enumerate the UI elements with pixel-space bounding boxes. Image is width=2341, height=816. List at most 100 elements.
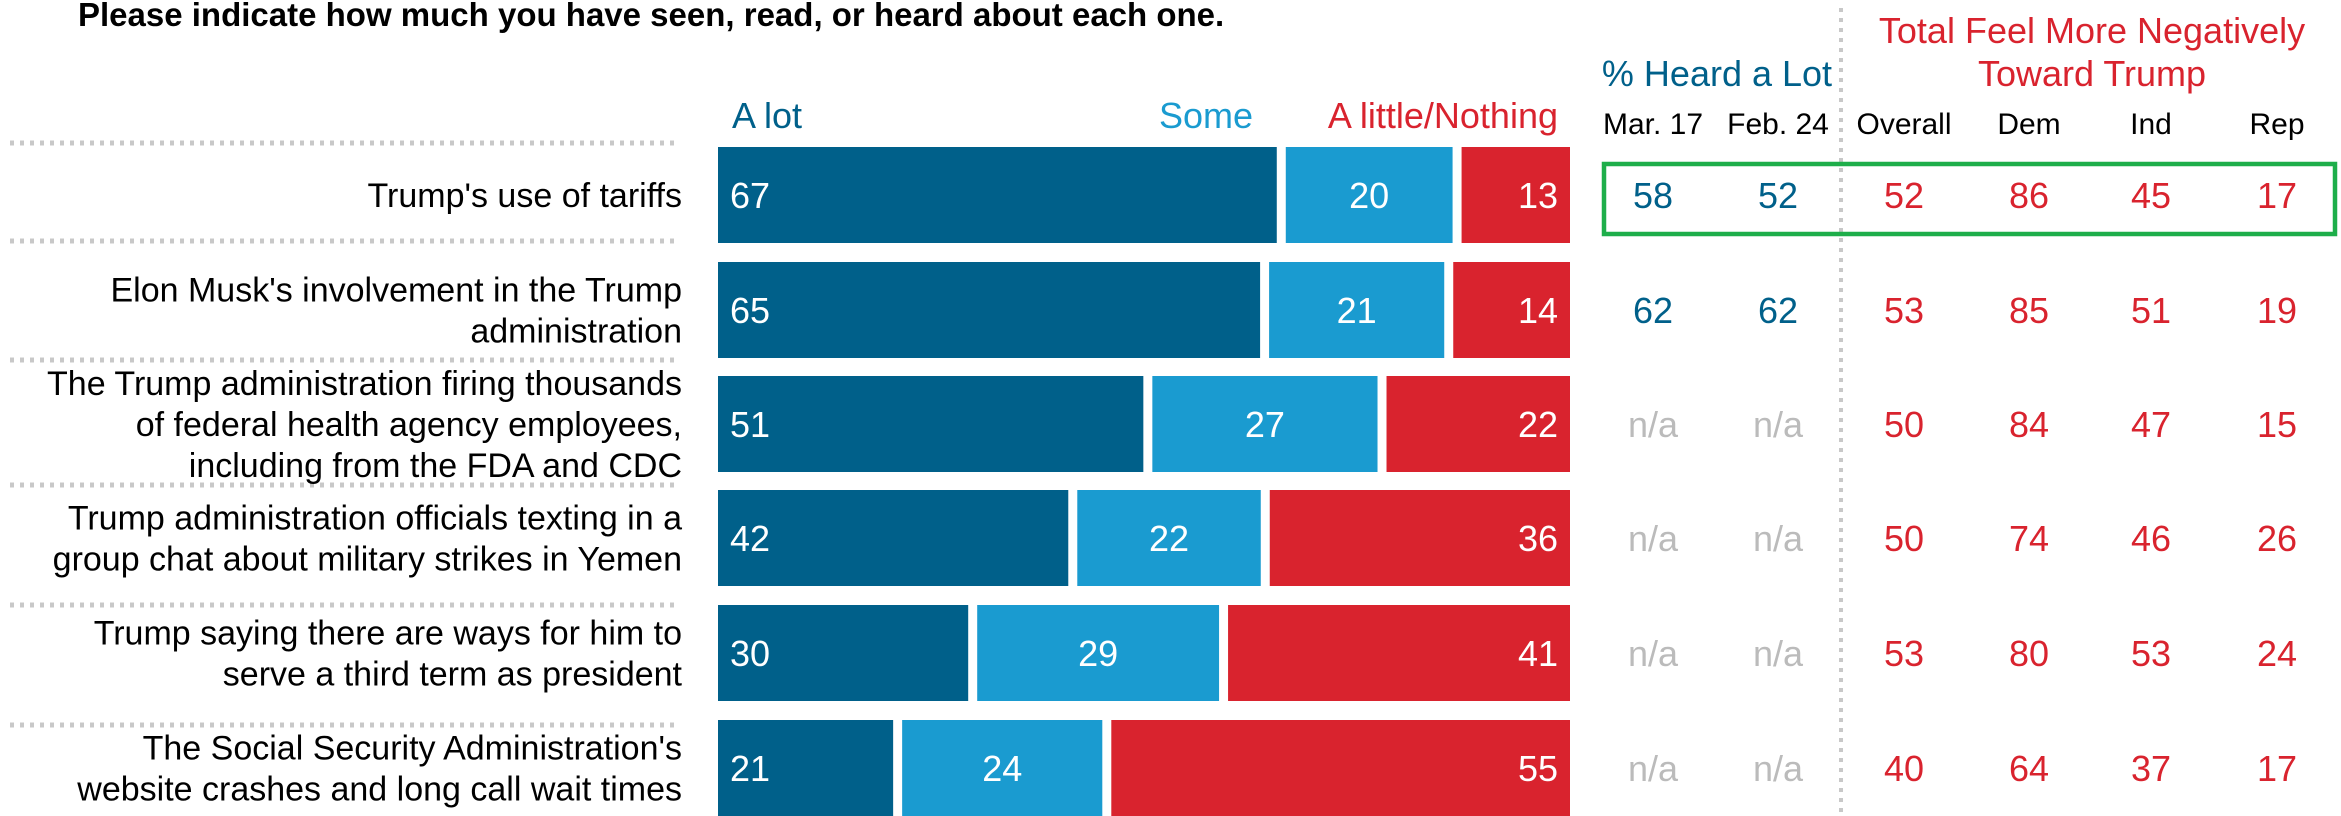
bar-some [902,720,1103,816]
negative-group-title: Toward Trump [1978,53,2206,94]
category-label: of federal health agency employees, [136,406,682,444]
negative-cell: 19 [2257,290,2297,331]
heard-cell: n/a [1628,748,1679,789]
negative-cell: 45 [2131,175,2171,216]
data-label: 22 [1518,404,1558,445]
category-labels: Trump's use of tariffs Elon Musk's involv… [47,177,683,809]
bar-little-nothing [1453,262,1570,358]
bar-a-lot [718,720,894,816]
heard-cell: 58 [1633,175,1673,216]
category-label: including from the FDA and CDC [189,447,682,485]
legend-some: Some [1159,95,1253,136]
data-label: 24 [982,748,1022,789]
category-label: The Trump administration firing thousand… [47,365,682,403]
heard-cell: n/a [1628,404,1679,445]
data-label: 55 [1518,748,1558,789]
bar-little-nothing [1111,720,1570,816]
data-label: 22 [1149,518,1189,559]
negative-cell: 47 [2131,404,2171,445]
question-text: Please indicate how much you have seen, … [78,0,1224,33]
category-label: Trump administration officials texting i… [68,500,682,538]
bar-a-lot [718,147,1277,243]
bar-some [977,605,1220,701]
negative-cell: 84 [2009,404,2049,445]
bar-some [1152,376,1378,472]
data-label: 36 [1518,518,1558,559]
category-label: Elon Musk's involvement in the Trump [110,272,682,310]
bar-little-nothing [1461,147,1570,243]
category-label: website crashes and long call wait times [76,771,682,809]
category-label: The Social Security Administration's [143,730,682,768]
category-label: Trump's use of tariffs [368,177,682,215]
row-separators [10,140,680,728]
category-label: group chat about military strikes in Yem… [53,541,682,579]
negative-cell: 53 [2131,633,2171,674]
data-label: 30 [730,633,770,674]
bar-a-lot [718,262,1261,358]
negative-cell: 85 [2009,290,2049,331]
bar-a-lot [718,376,1144,472]
negative-cell: 50 [1884,518,1924,559]
table-cells: 58 52 52 86 45 17 62 62 53 85 51 19 n/a n/a 50 84 47 15 n/… [1628,175,2297,789]
negative-column-header: Dem [1997,108,2060,141]
data-label: 14 [1518,290,1558,331]
bar-some [1077,490,1261,586]
table-headers: % Heard a Lot Total Feel More NegativelyT… [1602,10,2305,141]
highlight-box [1601,161,2338,237]
negative-cell: 24 [2257,633,2297,674]
heard-cell: 52 [1758,175,1798,216]
heard-group-title: % Heard a Lot [1602,53,1832,94]
negative-cell: 53 [1884,290,1924,331]
data-label: 41 [1518,633,1558,674]
legend: A lot Some A little/Nothing [732,95,1558,136]
data-label: 65 [730,290,770,331]
negative-cell: 17 [2257,175,2297,216]
heard-cell: n/a [1753,518,1804,559]
bar-little-nothing [1228,605,1570,701]
legend-little-nothing: A little/Nothing [1328,95,1558,136]
heard-column-header: Mar. 17 [1603,108,1703,141]
highlight-layer [1601,161,2338,237]
negative-cell: 86 [2009,175,2049,216]
data-label: 13 [1518,175,1558,216]
negative-cell: 37 [2131,748,2171,789]
negative-cell: 64 [2009,748,2049,789]
heard-column-header: Feb. 24 [1727,108,1829,141]
negative-column-header: Ind [2130,108,2172,141]
negative-cell: 80 [2009,633,2049,674]
negative-cell: 26 [2257,518,2297,559]
data-label: 20 [1349,175,1389,216]
negative-cell: 53 [1884,633,1924,674]
category-label: serve a third term as president [223,656,683,694]
negative-cell: 15 [2257,404,2297,445]
data-label: 29 [1078,633,1118,674]
negative-column-header: Overall [1856,108,1951,141]
category-label: administration [470,313,682,351]
category-label: Trump saying there are ways for him to [94,615,682,653]
data-label: 42 [730,518,770,559]
bar-little-nothing [1269,490,1570,586]
data-label: 27 [1245,404,1285,445]
heard-cell: 62 [1758,290,1798,331]
bar-a-lot [718,490,1069,586]
negative-cell: 40 [1884,748,1924,789]
negative-cell: 52 [1884,175,1924,216]
negative-cell: 51 [2131,290,2171,331]
bar-some [1269,262,1445,358]
bar-some [1285,147,1453,243]
heard-cell: 62 [1633,290,1673,331]
negative-cell: 74 [2009,518,2049,559]
heard-cell: n/a [1753,404,1804,445]
heard-cell: n/a [1628,633,1679,674]
negative-cell: 17 [2257,748,2297,789]
negative-cell: 50 [1884,404,1924,445]
bars: 67 20 13 65 21 14 51 27 22 42 22 36 30 29 41 21 24 55 [718,147,1570,816]
data-label: 67 [730,175,770,216]
data-label: 21 [730,748,770,789]
heard-cell: n/a [1753,748,1804,789]
bar-a-lot [718,605,969,701]
negative-column-header: Rep [2249,108,2304,141]
legend-a-lot: A lot [732,95,802,136]
data-label: 51 [730,404,770,445]
